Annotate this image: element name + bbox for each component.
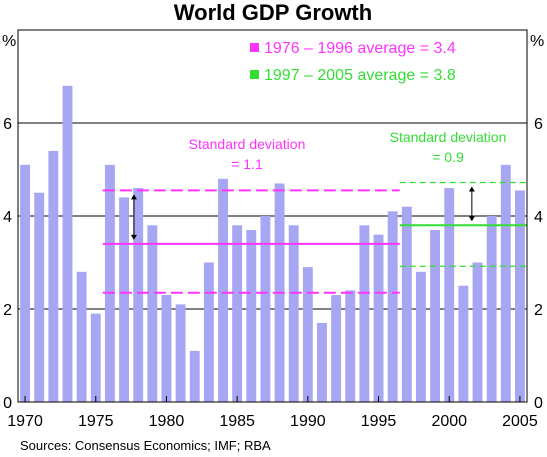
bar-1974 xyxy=(76,271,87,402)
legend-swatch-1976-1996 xyxy=(250,43,259,52)
y-tick-left-4: 4 xyxy=(3,209,12,226)
bar-1993 xyxy=(345,290,356,402)
x-ticks: 1970 1975 1980 1985 1990 1995 2000 2005 xyxy=(7,396,538,430)
x-tick-1990: 1990 xyxy=(290,413,326,430)
std-arrow-up-1997 xyxy=(468,186,475,192)
bar-1978 xyxy=(133,188,144,402)
source-note: Sources: Consensus Economics; IMF; RBA xyxy=(20,438,271,453)
x-tick-1975: 1975 xyxy=(78,413,114,430)
y-tick-left-2: 2 xyxy=(3,302,12,319)
y-tick-right-0: 0 xyxy=(534,395,543,412)
bar-1976 xyxy=(104,164,115,402)
bar-1996 xyxy=(387,211,398,402)
std-dev-label-1976-1996: Standard deviation xyxy=(189,136,306,152)
bar-1999 xyxy=(430,229,441,402)
bar-2004 xyxy=(500,164,511,402)
bar-1982 xyxy=(189,350,200,402)
bar-1977 xyxy=(119,197,129,402)
x-tick-1980: 1980 xyxy=(149,413,185,430)
bar-1997 xyxy=(401,206,412,402)
std-dev-label-1997-2005: Standard deviation xyxy=(390,129,507,145)
bars xyxy=(20,85,525,403)
bar-2003 xyxy=(486,216,497,402)
bar-1972 xyxy=(48,150,59,402)
bar-1980 xyxy=(161,295,172,402)
x-tick-2005: 2005 xyxy=(502,413,538,430)
bar-1992 xyxy=(331,295,342,402)
bar-1979 xyxy=(147,225,158,402)
grid-lines xyxy=(18,122,527,310)
y-tick-right-6: 6 xyxy=(534,116,543,133)
bar-1971 xyxy=(34,192,45,402)
y-unit-right: % xyxy=(530,33,544,50)
y-ticks-right: 0 2 4 6 xyxy=(534,116,543,412)
legend-entry-1976-1996: 1976 – 1996 average = 3.4 xyxy=(264,40,456,57)
bar-2000 xyxy=(444,188,455,402)
x-tick-1970: 1970 xyxy=(7,413,43,430)
bar-1995 xyxy=(373,234,384,402)
bar-1984 xyxy=(218,178,228,402)
x-tick-1985: 1985 xyxy=(219,413,255,430)
bar-1973 xyxy=(62,85,73,403)
y-tick-right-2: 2 xyxy=(534,302,543,319)
bar-1991 xyxy=(317,322,327,402)
chart-title: World GDP Growth xyxy=(174,0,372,25)
y-unit-left: % xyxy=(2,33,16,50)
bar-1990 xyxy=(302,267,313,402)
y-tick-right-4: 4 xyxy=(534,209,543,226)
y-tick-left-6: 6 xyxy=(3,116,12,133)
std-arrow-down-1976 xyxy=(130,234,137,240)
bar-1985 xyxy=(232,225,243,402)
plot-frame xyxy=(17,29,528,403)
period-lines xyxy=(102,181,527,294)
std-arrow-down-1997 xyxy=(468,216,475,222)
std-dev-value-1976-1996: = 1.1 xyxy=(231,156,263,172)
legend-swatch-1997-2005 xyxy=(250,70,259,79)
bar-1970 xyxy=(20,164,31,402)
bar-1989 xyxy=(288,225,299,402)
bar-1998 xyxy=(416,271,426,402)
bar-1994 xyxy=(359,225,370,402)
bar-1986 xyxy=(246,229,257,402)
legend: 1976 – 1996 average = 3.4 1997 – 2005 av… xyxy=(250,40,456,84)
std-dev-value-1997-2005: = 0.9 xyxy=(432,149,464,165)
bar-1981 xyxy=(175,304,186,402)
bar-1987 xyxy=(260,216,271,402)
legend-entry-1997-2005: 1997 – 2005 average = 3.8 xyxy=(264,67,456,84)
bar-1983 xyxy=(203,262,214,402)
y-ticks-left: 0 2 4 6 xyxy=(3,116,12,412)
y-tick-left-0: 0 xyxy=(3,395,12,412)
bar-2001 xyxy=(458,285,469,402)
x-tick-2000: 2000 xyxy=(431,413,467,430)
x-tick-1995: 1995 xyxy=(361,413,397,430)
std-arrow-up-1976 xyxy=(130,194,137,200)
bar-1975 xyxy=(90,313,101,402)
bar-2002 xyxy=(472,262,483,402)
bar-2005 xyxy=(514,190,525,402)
